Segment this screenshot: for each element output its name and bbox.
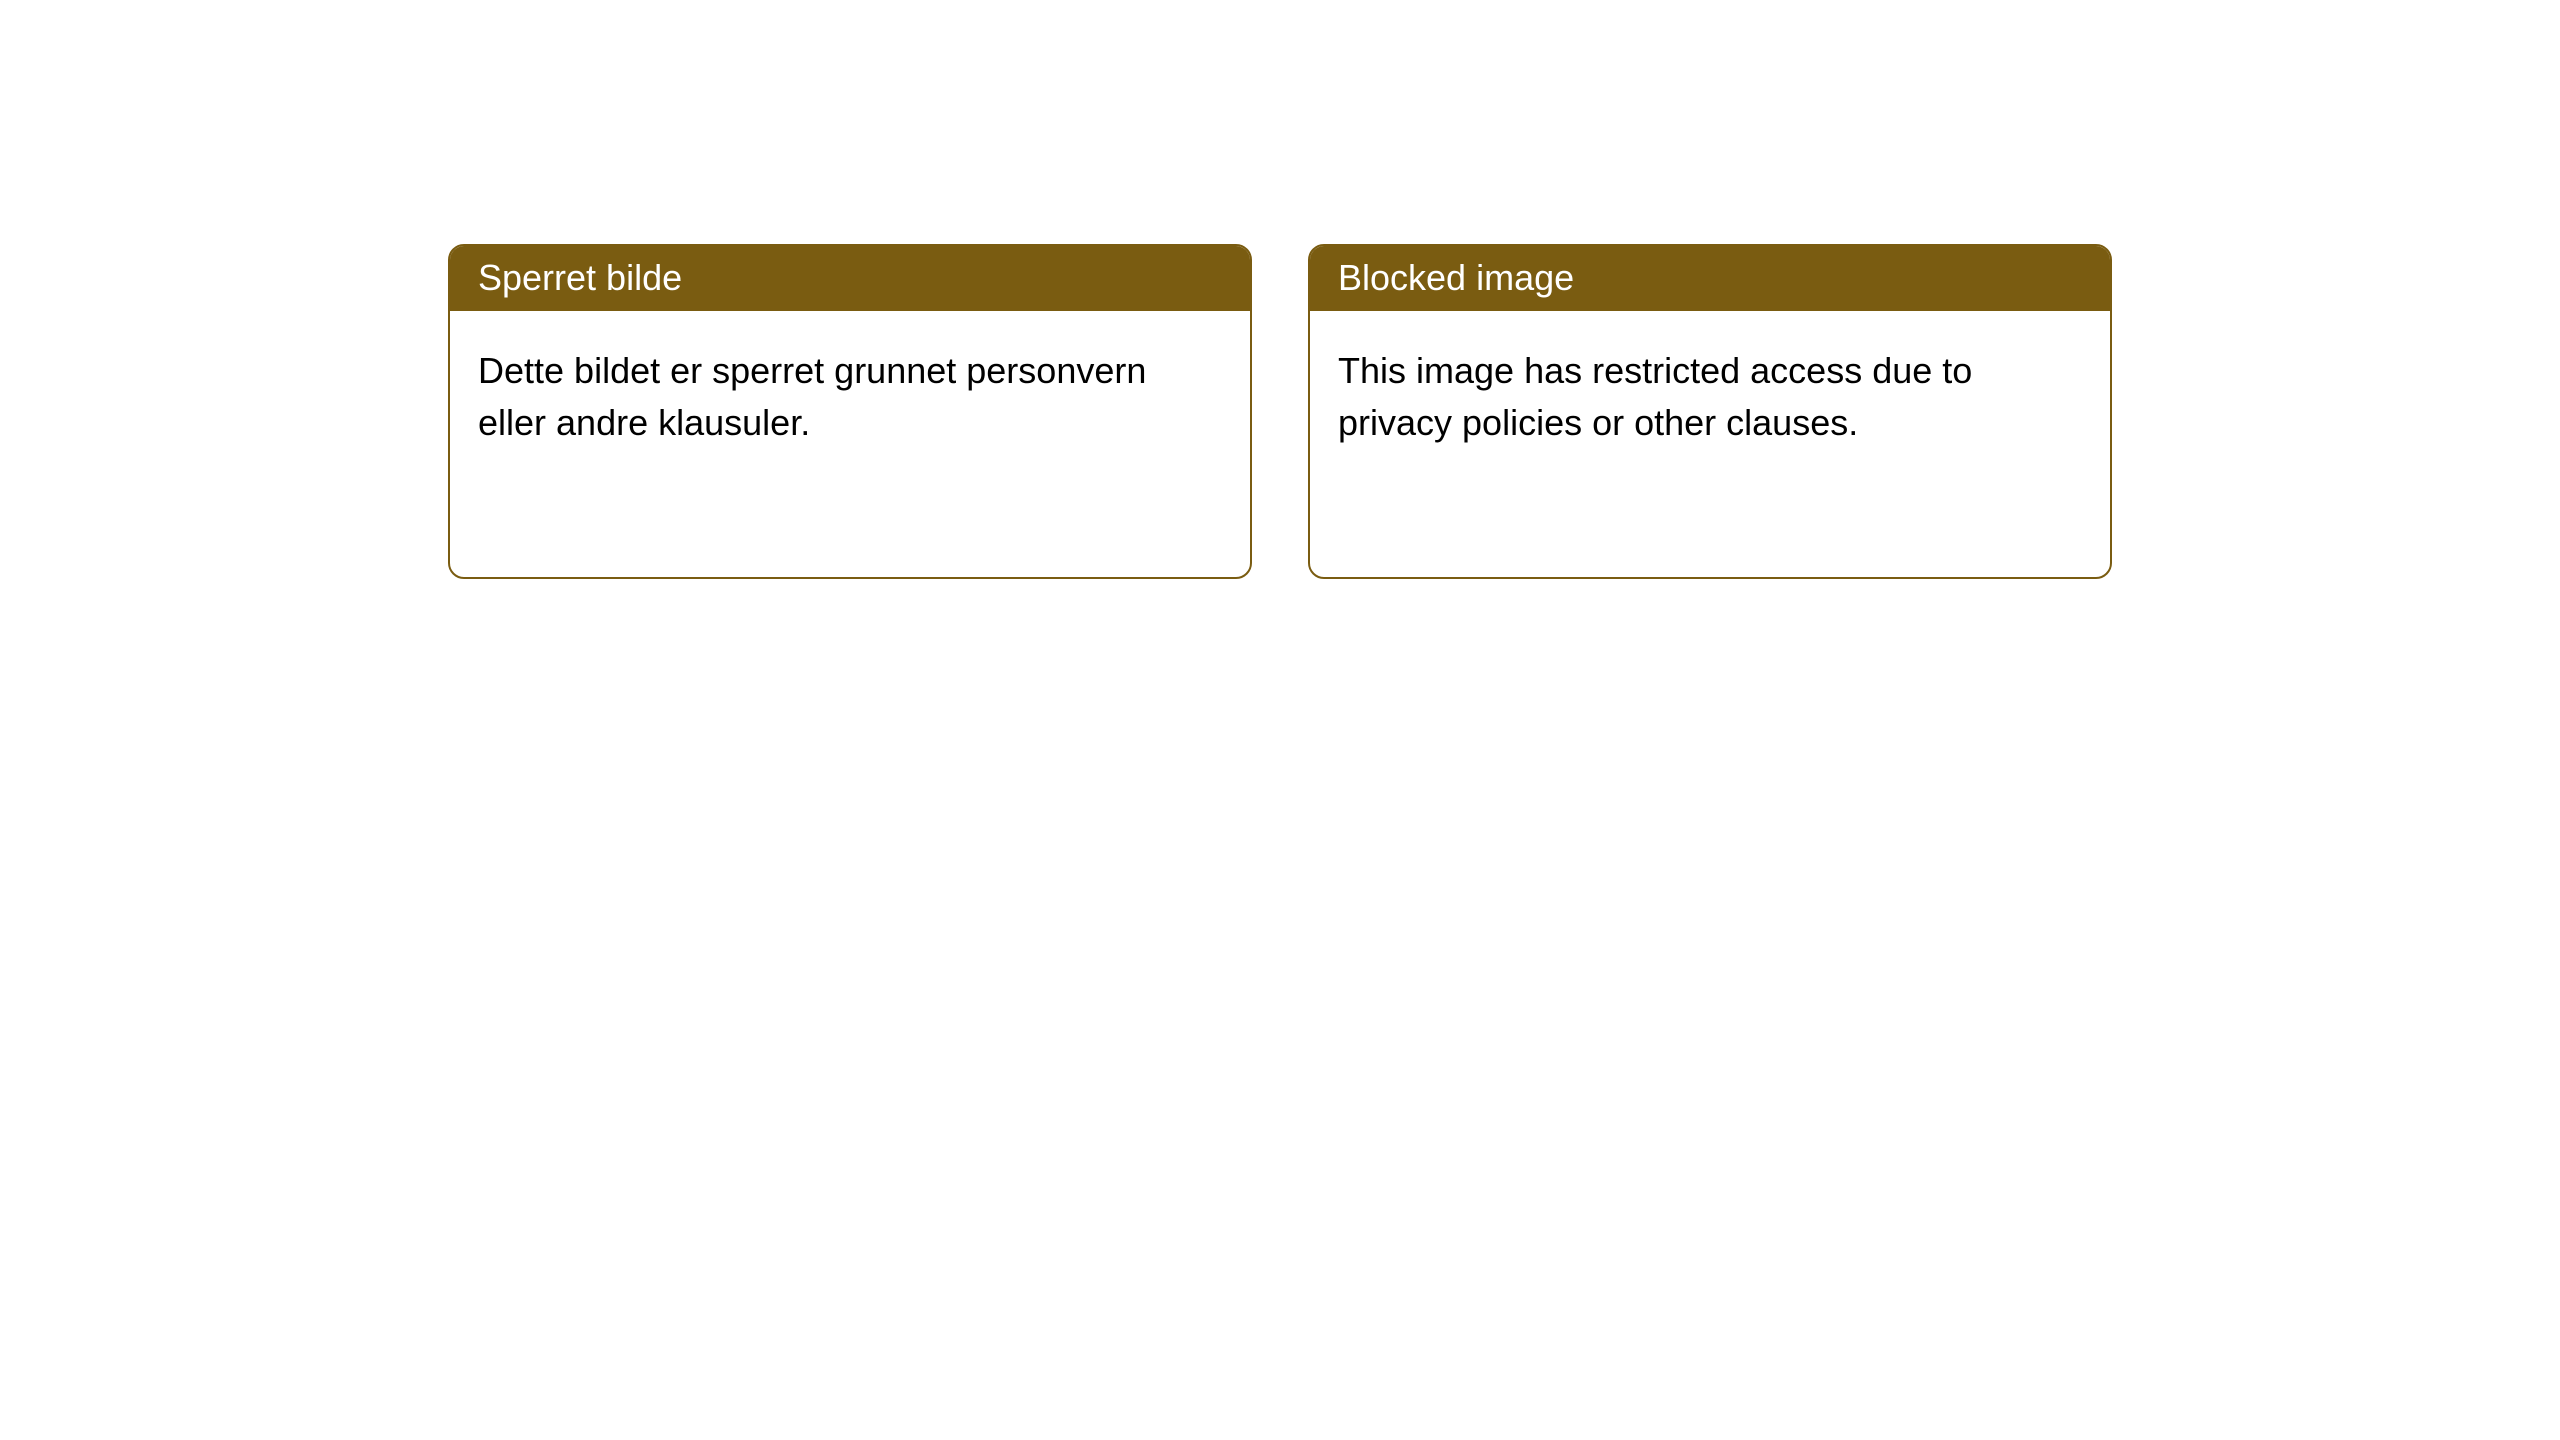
notice-cards-container: Sperret bilde Dette bildet er sperret gr…: [0, 0, 2560, 579]
card-body-no: Dette bildet er sperret grunnet personve…: [450, 311, 1250, 483]
card-title-no: Sperret bilde: [450, 246, 1250, 311]
blocked-image-card-en: Blocked image This image has restricted …: [1308, 244, 2112, 579]
card-title-en: Blocked image: [1310, 246, 2110, 311]
card-body-en: This image has restricted access due to …: [1310, 311, 2110, 483]
blocked-image-card-no: Sperret bilde Dette bildet er sperret gr…: [448, 244, 1252, 579]
